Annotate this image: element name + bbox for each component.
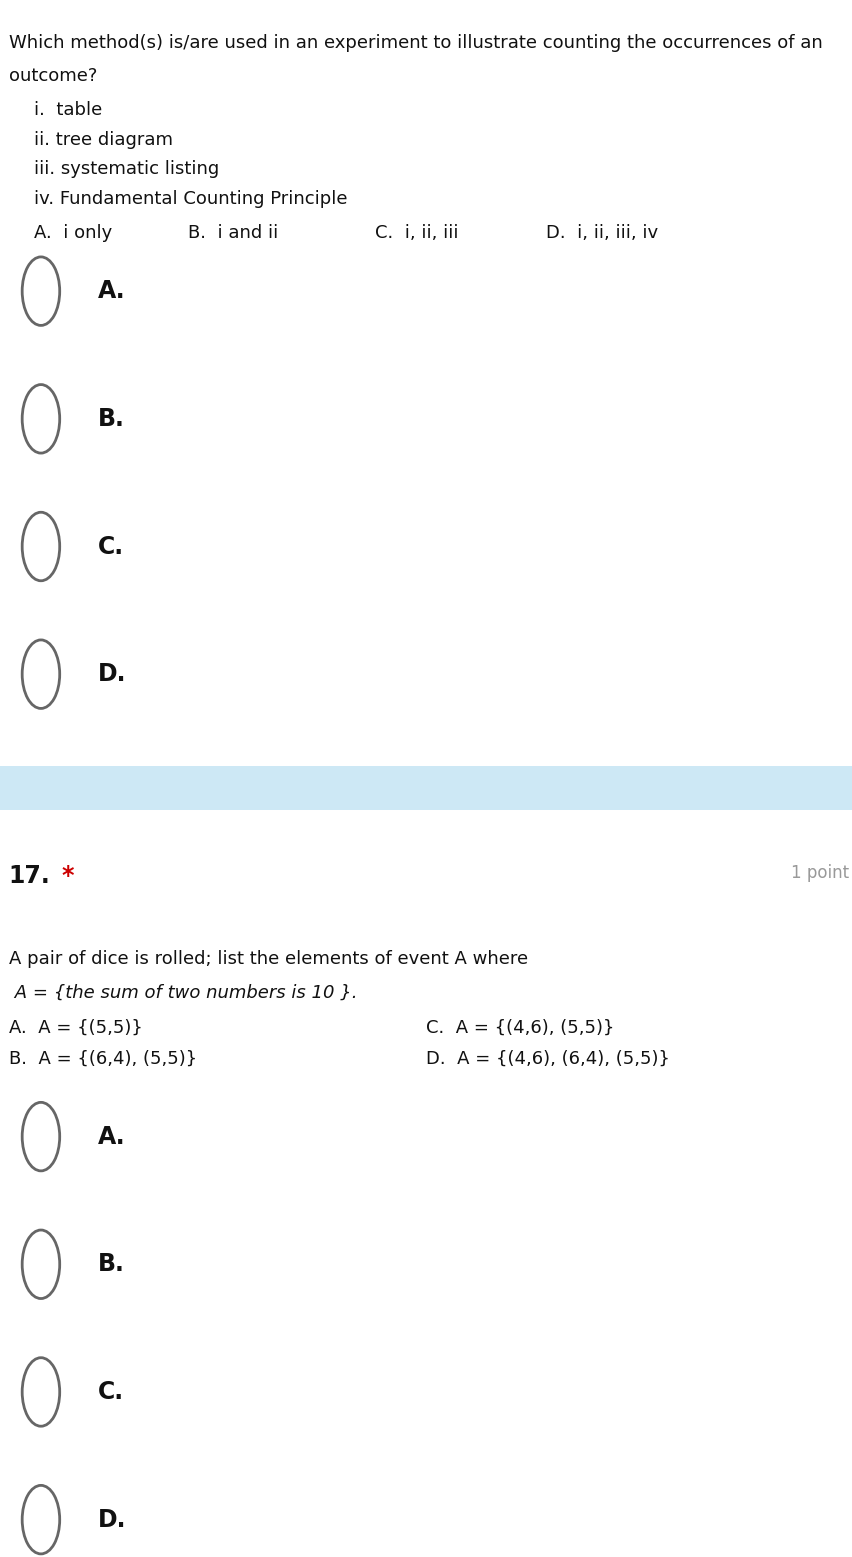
Text: A.  A = {(5,5)}: A. A = {(5,5)} [9, 1018, 142, 1037]
Text: D.: D. [98, 662, 126, 687]
Text: i.  table: i. table [34, 101, 102, 120]
Text: A pair of dice is rolled; list the elements of event A where: A pair of dice is rolled; list the eleme… [9, 950, 527, 968]
Text: B.  i and ii: B. i and ii [187, 224, 278, 243]
Text: 17.: 17. [9, 864, 50, 887]
Text: A = {the sum of two numbers is 10 }.: A = {the sum of two numbers is 10 }. [9, 984, 357, 1003]
Text: outcome?: outcome? [9, 67, 97, 86]
Text: ii. tree diagram: ii. tree diagram [34, 131, 173, 149]
Text: C.  i, ii, iii: C. i, ii, iii [375, 224, 458, 243]
Text: C.  A = {(4,6), (5,5)}: C. A = {(4,6), (5,5)} [426, 1018, 614, 1037]
Text: Which method(s) is/are used in an experiment to illustrate counting the occurren: Which method(s) is/are used in an experi… [9, 34, 821, 53]
Text: D.  i, ii, iii, iv: D. i, ii, iii, iv [545, 224, 657, 243]
Text: C.: C. [98, 534, 124, 559]
Text: B.: B. [98, 1252, 125, 1277]
Bar [0, 766, 852, 810]
Text: A.: A. [98, 279, 125, 304]
Text: 1 point: 1 point [790, 864, 848, 883]
Text: iii. systematic listing: iii. systematic listing [34, 160, 219, 179]
Text: A.: A. [98, 1124, 125, 1149]
Text: B.: B. [98, 406, 125, 431]
Text: B.  A = {(6,4), (5,5)}: B. A = {(6,4), (5,5)} [9, 1049, 197, 1068]
Text: *: * [61, 864, 74, 887]
Text: D.: D. [98, 1507, 126, 1532]
Text: iv. Fundamental Counting Principle: iv. Fundamental Counting Principle [34, 190, 348, 209]
Text: C.: C. [98, 1380, 124, 1404]
Text: D.  A = {(4,6), (6,4), (5,5)}: D. A = {(4,6), (6,4), (5,5)} [426, 1049, 670, 1068]
Text: A.  i only: A. i only [34, 224, 112, 243]
